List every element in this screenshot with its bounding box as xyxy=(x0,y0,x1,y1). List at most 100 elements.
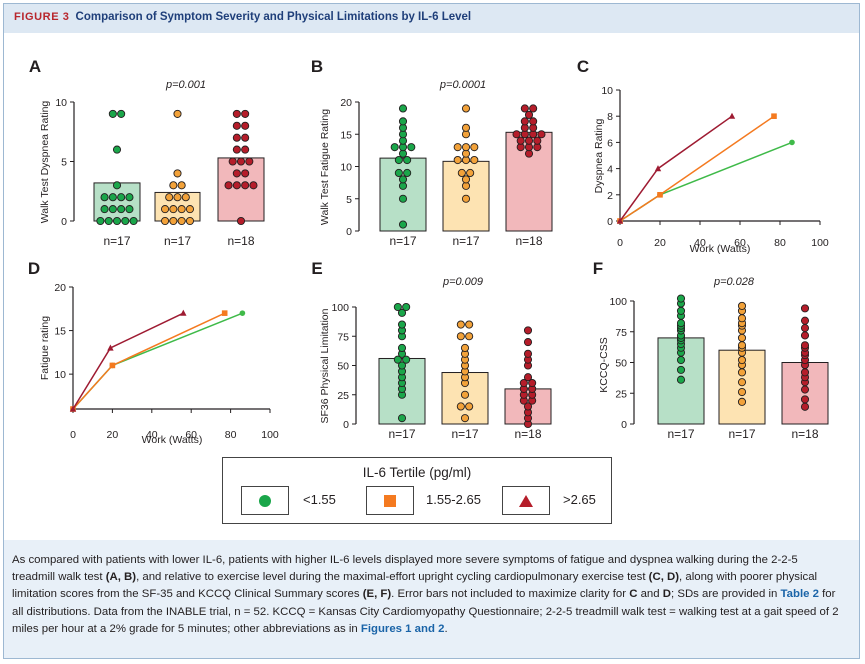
data-point xyxy=(456,402,465,411)
n-label: n=17 xyxy=(667,427,694,441)
n-label: n=17 xyxy=(451,427,478,441)
legend-box-mid xyxy=(366,486,414,515)
data-point xyxy=(523,338,533,347)
data-point xyxy=(398,117,408,126)
series-marker xyxy=(657,192,663,198)
n-label: n=17 xyxy=(728,427,755,441)
data-point xyxy=(529,104,538,113)
data-point xyxy=(465,332,474,341)
figures-1-2-link[interactable]: Figures 1 and 2 xyxy=(360,622,445,635)
bar xyxy=(379,157,427,232)
y-tick-label: 5 xyxy=(346,194,352,206)
data-point xyxy=(398,194,408,203)
panel-letter-a: A xyxy=(29,57,41,76)
y-tick-label: 50 xyxy=(337,361,349,373)
data-point xyxy=(241,121,250,130)
n-label: n=18 xyxy=(227,234,254,248)
y-tick-label: 25 xyxy=(615,388,627,400)
legend-title: IL-6 Tertile (pg/ml) xyxy=(362,465,472,480)
series-marker xyxy=(239,310,246,316)
panel-letter-d: D xyxy=(28,259,40,278)
y-tick-label: 100 xyxy=(331,302,349,314)
y-tick-label: 0 xyxy=(346,226,352,238)
data-point xyxy=(460,390,470,399)
legend-box-low xyxy=(241,486,289,515)
series-marker xyxy=(789,139,795,146)
figure-title: Comparison of Symptom Severity and Physi… xyxy=(75,11,472,23)
data-point xyxy=(236,157,246,166)
data-point xyxy=(457,168,466,177)
data-point xyxy=(390,143,399,152)
n-label: n=17 xyxy=(389,234,416,248)
data-point xyxy=(104,216,113,226)
data-point xyxy=(393,355,402,364)
data-point xyxy=(228,157,237,166)
data-point xyxy=(117,205,126,214)
legend-square-icon xyxy=(384,494,396,507)
data-point xyxy=(528,378,537,388)
x-tick-label: 100 xyxy=(811,237,829,249)
data-point xyxy=(241,169,250,178)
y-tick-label: 8 xyxy=(607,111,613,123)
data-point xyxy=(232,109,241,118)
data-point xyxy=(185,205,194,214)
n-label: n=17 xyxy=(388,427,415,441)
data-point xyxy=(398,220,408,229)
caption-panel-ref: C xyxy=(629,588,638,601)
data-point xyxy=(96,216,105,226)
data-point xyxy=(676,355,686,365)
data-point xyxy=(523,402,533,411)
y-tick-label: 75 xyxy=(337,331,349,343)
caption-part: As compared with patients with lower IL-… xyxy=(12,554,798,584)
data-point xyxy=(397,308,407,317)
data-point xyxy=(461,104,471,113)
caption-part: . Error bars not included to maximize cl… xyxy=(391,588,630,601)
data-point xyxy=(800,402,810,411)
series-line xyxy=(72,312,184,410)
y-tick-label: 50 xyxy=(615,358,627,370)
data-point xyxy=(397,414,407,423)
data-point xyxy=(537,130,546,139)
x-tick-label: 60 xyxy=(734,237,746,249)
series-marker xyxy=(616,217,624,224)
legend-label-high: >2.65 xyxy=(563,492,596,507)
data-point xyxy=(169,216,178,226)
bar xyxy=(217,157,265,222)
data-point xyxy=(737,355,747,365)
data-point xyxy=(466,168,475,177)
x-tick-label: 0 xyxy=(70,429,76,441)
data-point xyxy=(249,181,258,190)
data-point xyxy=(393,302,402,312)
data-point xyxy=(676,319,686,328)
n-label: n=18 xyxy=(515,234,542,248)
series-marker xyxy=(221,310,228,316)
y-axis-label: KCCQ-CSS xyxy=(598,337,610,392)
y-tick-label: 25 xyxy=(337,390,349,402)
x-tick-label: 0 xyxy=(617,237,623,249)
data-point xyxy=(453,143,462,152)
caption-part: ; SDs are provided in xyxy=(671,588,781,601)
series-marker xyxy=(180,309,187,316)
figure-caption: As compared with patients with lower IL-… xyxy=(4,540,859,658)
data-point xyxy=(177,216,186,226)
table-2-link[interactable]: Table 2 xyxy=(780,588,819,601)
data-point xyxy=(523,349,533,358)
y-tick-label: 10 xyxy=(340,162,352,174)
data-point xyxy=(224,181,233,190)
data-point xyxy=(100,193,109,202)
x-tick-label: 100 xyxy=(261,429,279,441)
data-point xyxy=(800,395,810,404)
legend-label-low: <1.55 xyxy=(303,492,336,507)
caption-panel-ref: (A, B) xyxy=(105,571,137,584)
caption-panel-ref: D xyxy=(662,588,672,601)
legend: IL-6 Tertile (pg/ml) <1.55 1.55-2.65 >2.… xyxy=(222,457,612,524)
data-point xyxy=(112,181,122,190)
data-point xyxy=(524,110,534,119)
data-point xyxy=(125,205,134,214)
data-point xyxy=(512,130,521,139)
data-point xyxy=(676,365,686,374)
x-tick-label: 20 xyxy=(654,237,666,249)
data-point xyxy=(461,175,471,184)
data-point xyxy=(523,326,533,335)
x-tick-label: 80 xyxy=(774,237,786,249)
